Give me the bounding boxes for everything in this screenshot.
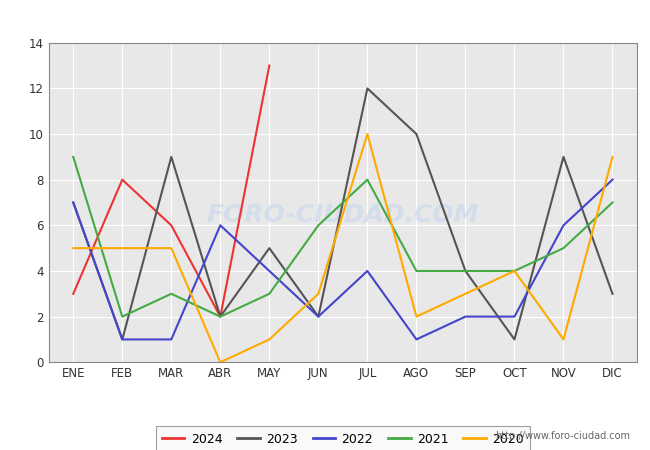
Text: http://www.foro-ciudad.com: http://www.foro-ciudad.com <box>495 431 630 441</box>
Text: FORO-CIUDAD.COM: FORO-CIUDAD.COM <box>207 203 479 227</box>
Legend: 2024, 2023, 2022, 2021, 2020: 2024, 2023, 2022, 2021, 2020 <box>155 426 530 450</box>
Text: Matriculaciones de Vehiculos en Beniarjó: Matriculaciones de Vehiculos en Beniarjó <box>155 12 495 31</box>
